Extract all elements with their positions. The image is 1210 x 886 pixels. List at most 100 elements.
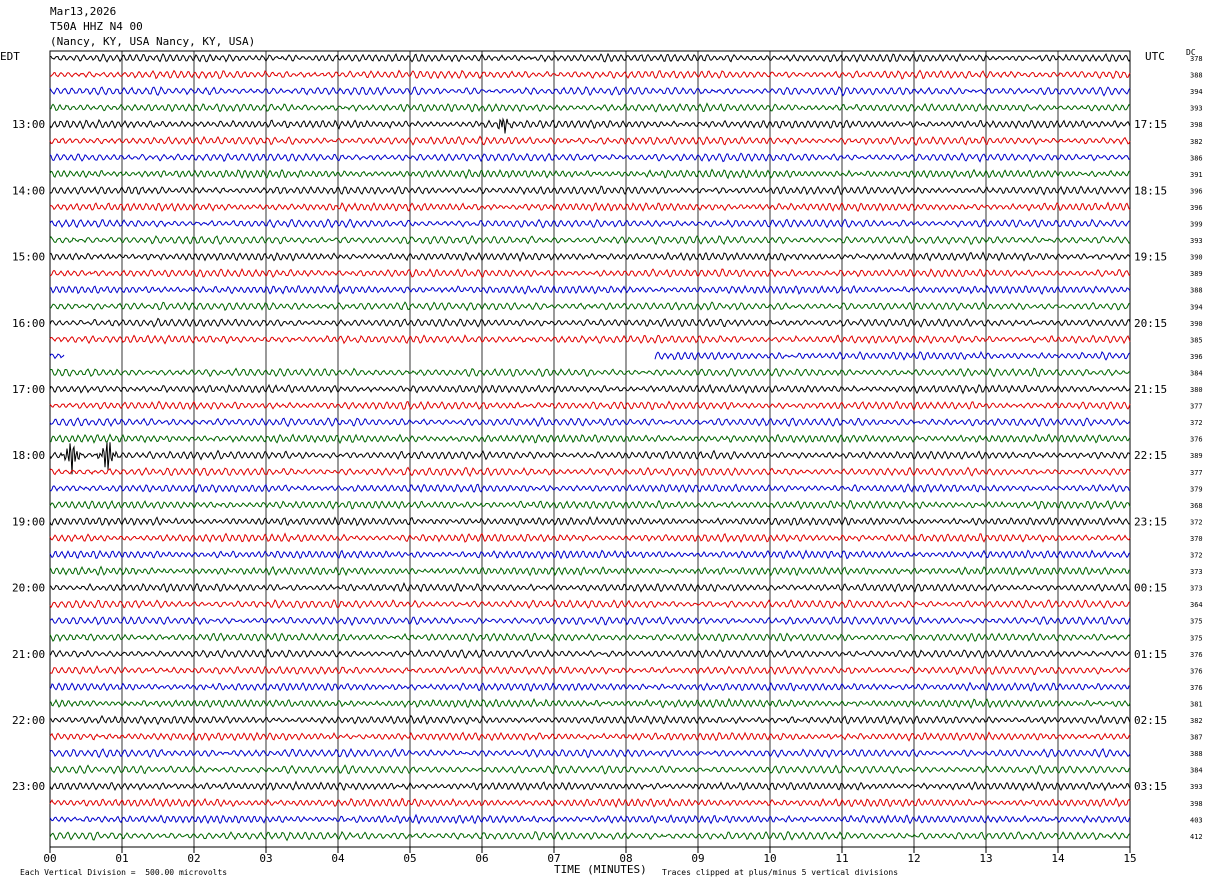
edt-hour-label: 14:00 (12, 184, 45, 197)
trace-line (49, 581, 1131, 593)
utc-hour-label: 19:15 (1134, 251, 1167, 264)
trace-line (49, 681, 1130, 692)
dc-offset-value: 393 (1190, 105, 1203, 113)
trace-line (49, 416, 1131, 428)
dc-offset-value: 377 (1190, 403, 1203, 411)
dc-offset-value: 377 (1190, 469, 1203, 477)
x-tick-label: 11 (835, 852, 848, 865)
dc-offset-value: 378 (1190, 55, 1203, 63)
trace-line (49, 117, 1131, 134)
trace-line (49, 549, 1131, 560)
dc-label: DC (1186, 48, 1196, 57)
trace-line (49, 797, 1131, 809)
dc-offset-value: 398 (1190, 121, 1203, 129)
dc-offset-value: 364 (1190, 601, 1203, 609)
edt-hour-label: 16:00 (12, 317, 45, 330)
trace-line (49, 86, 1131, 97)
trace-line (49, 532, 1131, 543)
trace-line (49, 731, 1131, 742)
dc-offset-value: 382 (1190, 717, 1203, 725)
dc-offset-value: 381 (1190, 700, 1203, 708)
dc-offset-value: 389 (1190, 270, 1203, 278)
trace-line (49, 334, 1131, 345)
dc-offset-value: 372 (1190, 552, 1203, 560)
trace-line (49, 615, 1131, 627)
trace-line (49, 201, 1131, 213)
x-tick-label: 12 (907, 852, 920, 865)
dc-offset-value: 372 (1190, 518, 1203, 526)
utc-hour-label: 22:15 (1134, 449, 1167, 462)
trace-line (49, 317, 1131, 328)
trace-line (49, 599, 1131, 609)
dc-offset-value: 376 (1190, 436, 1203, 444)
x-tick-label: 10 (763, 852, 776, 865)
utc-hour-label: 21:15 (1134, 383, 1167, 396)
trace-line (49, 516, 1131, 527)
dc-offset-value: 388 (1190, 750, 1203, 758)
edt-hour-label: 13:00 (12, 118, 45, 131)
x-tick-label: 02 (187, 852, 200, 865)
dc-offset-value: 382 (1190, 138, 1203, 146)
edt-hour-label: 23:00 (12, 780, 45, 793)
edt-hour-label: 21:00 (12, 648, 45, 661)
utc-hour-label: 18:15 (1134, 184, 1167, 197)
trace-line (49, 632, 1131, 643)
dc-offset-value: 393 (1190, 237, 1203, 245)
x-tick-label: 05 (403, 852, 416, 865)
edt-hour-label: 17:00 (12, 383, 45, 396)
dc-offset-value: 393 (1190, 783, 1203, 791)
edt-hour-label: 19:00 (12, 515, 45, 528)
dc-offset-value: 396 (1190, 204, 1203, 212)
trace-line (49, 483, 1131, 494)
trace-line (49, 218, 1131, 229)
trace-line (49, 168, 1131, 180)
trace-line (49, 499, 1131, 511)
trace-line (49, 152, 1131, 163)
dc-offset-value: 391 (1190, 171, 1203, 179)
trace-line (49, 367, 1131, 378)
left-axis-label: EDT (0, 50, 20, 63)
dc-offset-value: 379 (1190, 485, 1203, 493)
dc-offset-value: 384 (1190, 767, 1203, 775)
dc-offset-value: 375 (1190, 634, 1203, 642)
trace-line (49, 433, 1131, 445)
x-tick-label: 15 (1123, 852, 1136, 865)
trace-line (49, 102, 1131, 113)
dc-offset-value: 388 (1190, 72, 1203, 80)
dc-offset-value: 373 (1190, 568, 1203, 576)
edt-hour-label: 18:00 (12, 449, 45, 462)
utc-hour-label: 01:15 (1134, 648, 1167, 661)
utc-hour-label: 17:15 (1134, 118, 1167, 131)
x-tick-label: 08 (619, 852, 632, 865)
trace-line (49, 813, 1131, 825)
dc-offset-value: 387 (1190, 734, 1203, 742)
trace-line (49, 400, 1131, 411)
trace-line (49, 301, 1131, 312)
utc-hour-label: 00:15 (1134, 582, 1167, 595)
trace-line (49, 665, 1131, 676)
dc-offset-value: 373 (1190, 585, 1203, 593)
utc-hour-label: 23:15 (1134, 515, 1167, 528)
utc-hour-label: 03:15 (1134, 780, 1167, 793)
edt-hour-label: 22:00 (12, 714, 45, 727)
trace-line (49, 52, 1131, 63)
trace-line (49, 350, 1131, 361)
x-tick-label: 00 (43, 852, 56, 865)
dc-offset-value: 380 (1190, 386, 1203, 394)
trace-line (49, 234, 1131, 246)
dc-offset-value: 372 (1190, 419, 1203, 427)
edt-hour-label: 20:00 (12, 582, 45, 595)
header-date: Mar13,2026 (50, 5, 117, 18)
dc-offset-value: 394 (1190, 88, 1203, 96)
scale-note: Each Vertical Division = 500.00 microvol… (20, 868, 228, 877)
dc-offset-value: 396 (1190, 353, 1203, 361)
dc-offset-value: 398 (1190, 800, 1203, 808)
dc-offset-value: 376 (1190, 684, 1203, 692)
x-tick-label: 06 (475, 852, 488, 865)
dc-offset-value: 399 (1190, 221, 1203, 229)
dc-offset-value: 389 (1190, 452, 1203, 460)
trace-line (49, 714, 1131, 726)
dc-offset-value: 384 (1190, 369, 1203, 377)
dc-offset-value: 390 (1190, 254, 1203, 262)
